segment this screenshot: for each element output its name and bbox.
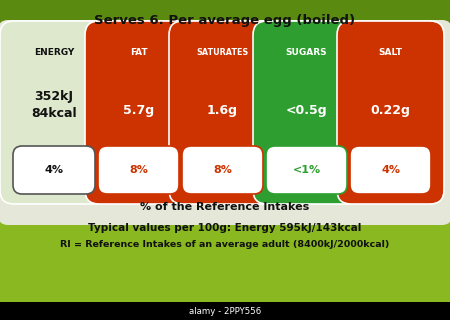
Text: 4%: 4%	[45, 165, 63, 175]
Text: Typical values per 100g: Energy 595kJ/143kcal: Typical values per 100g: Energy 595kJ/14…	[88, 223, 362, 233]
Text: % of the Reference Intakes: % of the Reference Intakes	[140, 202, 310, 212]
Bar	[0, 302, 450, 320]
Text: 4%: 4%	[381, 165, 400, 175]
Text: 1.6g: 1.6g	[207, 103, 238, 116]
FancyBboxPatch shape	[98, 146, 179, 194]
FancyBboxPatch shape	[350, 146, 431, 194]
Text: 8%: 8%	[213, 165, 232, 175]
Text: 5.7g: 5.7g	[123, 103, 154, 116]
Text: alamy - 2PPY556: alamy - 2PPY556	[189, 307, 261, 316]
Text: 0.22g: 0.22g	[370, 103, 410, 116]
FancyBboxPatch shape	[337, 21, 444, 204]
FancyBboxPatch shape	[253, 21, 360, 204]
FancyBboxPatch shape	[85, 21, 192, 204]
FancyBboxPatch shape	[0, 0, 450, 55]
Text: SALT: SALT	[378, 47, 402, 57]
Text: SUGARS: SUGARS	[286, 47, 327, 57]
FancyBboxPatch shape	[0, 20, 450, 225]
FancyBboxPatch shape	[13, 146, 95, 194]
FancyBboxPatch shape	[182, 146, 263, 194]
Text: <1%: <1%	[292, 165, 320, 175]
Text: RI = Reference Intakes of an average adult (8400kJ/2000kcal): RI = Reference Intakes of an average adu…	[60, 239, 390, 249]
FancyBboxPatch shape	[266, 146, 347, 194]
FancyBboxPatch shape	[0, 21, 108, 204]
Text: 352kJ
84kcal: 352kJ 84kcal	[31, 90, 77, 120]
Text: 8%: 8%	[129, 165, 148, 175]
FancyBboxPatch shape	[169, 21, 276, 204]
Text: SATURATES: SATURATES	[196, 47, 248, 57]
Text: ENERGY: ENERGY	[34, 47, 74, 57]
Text: FAT: FAT	[130, 47, 147, 57]
Text: Serves 6. Per average egg (boiled): Serves 6. Per average egg (boiled)	[94, 13, 356, 27]
Text: <0.5g: <0.5g	[286, 103, 327, 116]
